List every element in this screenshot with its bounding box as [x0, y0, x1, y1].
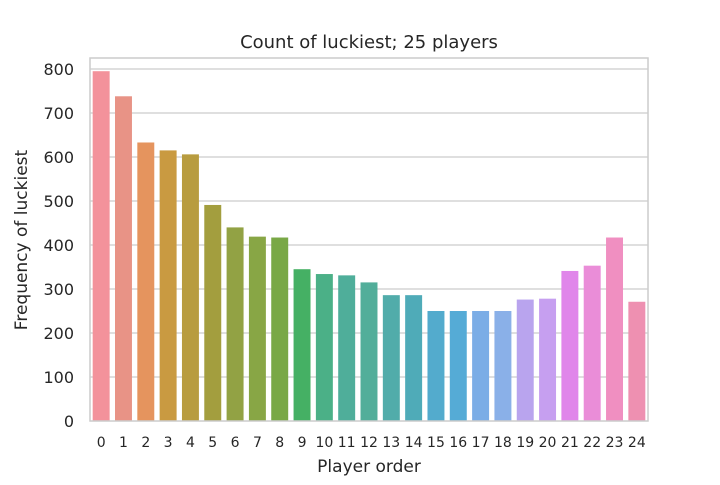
bar-player-16	[449, 311, 467, 421]
y-tick-label: 100	[43, 368, 74, 387]
x-tick-label: 14	[405, 435, 423, 451]
x-tick-label: 10	[315, 435, 333, 451]
x-tick-label: 24	[628, 435, 646, 451]
bar-player-7	[248, 236, 266, 421]
bar-player-17	[472, 311, 490, 421]
x-tick-label: 21	[561, 435, 579, 451]
bar-player-18	[494, 311, 512, 421]
y-tick-label: 400	[43, 236, 74, 255]
bar-player-8	[271, 237, 289, 421]
bar-player-14	[405, 295, 423, 421]
y-tick-label: 300	[43, 280, 74, 299]
x-tick-label: 15	[427, 435, 445, 451]
x-tick-label: 5	[208, 435, 217, 451]
bar-player-0	[92, 71, 110, 421]
bar-player-10	[315, 274, 333, 421]
bar-player-24	[628, 301, 646, 421]
x-tick-label: 19	[516, 435, 534, 451]
y-tick-label: 500	[43, 192, 74, 211]
x-tick-label: 12	[360, 435, 378, 451]
x-tick-label: 7	[253, 435, 262, 451]
x-tick-label: 1	[119, 435, 128, 451]
chart-title: Count of luckiest; 25 players	[240, 32, 498, 53]
bar-player-13	[382, 295, 400, 421]
x-tick-label: 4	[186, 435, 195, 451]
y-tick-label: 0	[64, 412, 74, 431]
x-tick-label: 11	[338, 435, 356, 451]
x-tick-label: 8	[275, 435, 284, 451]
x-axis-label: Player order	[317, 457, 421, 477]
x-tick-label: 23	[606, 435, 624, 451]
y-tick-label: 600	[43, 148, 74, 167]
bar-player-19	[516, 299, 534, 421]
x-tick-label: 22	[583, 435, 601, 451]
x-tick-label: 20	[539, 435, 557, 451]
y-tick-label: 200	[43, 324, 74, 343]
plot-frame	[89, 57, 649, 422]
x-tick-label: 16	[449, 435, 467, 451]
bar-player-3	[159, 150, 177, 421]
bar-player-12	[360, 282, 378, 421]
bar-player-20	[539, 298, 557, 421]
bar-player-9	[293, 269, 311, 421]
bars	[92, 71, 646, 422]
x-tick-label: 18	[494, 435, 512, 451]
bar-player-23	[606, 237, 624, 421]
x-tick-label: 2	[141, 435, 150, 451]
bar-player-6	[226, 227, 244, 421]
y-tick-labels: 0 100 200 300 400 500 600 700 800	[43, 60, 74, 431]
bar-player-5	[204, 204, 222, 421]
x-tick-label: 0	[97, 435, 106, 451]
bar-player-2	[137, 142, 155, 422]
x-tick-label: 9	[298, 435, 307, 451]
x-tick-label: 3	[164, 435, 173, 451]
x-tick-labels: 0 1 2 3 4 5 6 7 8 9 10 11 12 13 14 15 16 17 18 19 20 21 22 23 24	[97, 435, 646, 451]
bar-player-15	[427, 311, 445, 421]
y-axis-label: Frequency of luckiest	[12, 149, 32, 330]
bar-player-1	[114, 96, 132, 421]
bar-player-22	[583, 265, 601, 421]
bar-player-21	[561, 270, 579, 421]
bar-player-11	[338, 275, 356, 421]
x-tick-label: 13	[382, 435, 400, 451]
x-tick-label: 6	[231, 435, 240, 451]
y-tick-label: 700	[43, 104, 74, 123]
x-tick-label: 17	[472, 435, 490, 451]
bar-player-4	[181, 154, 199, 422]
y-tick-label: 800	[43, 60, 74, 79]
